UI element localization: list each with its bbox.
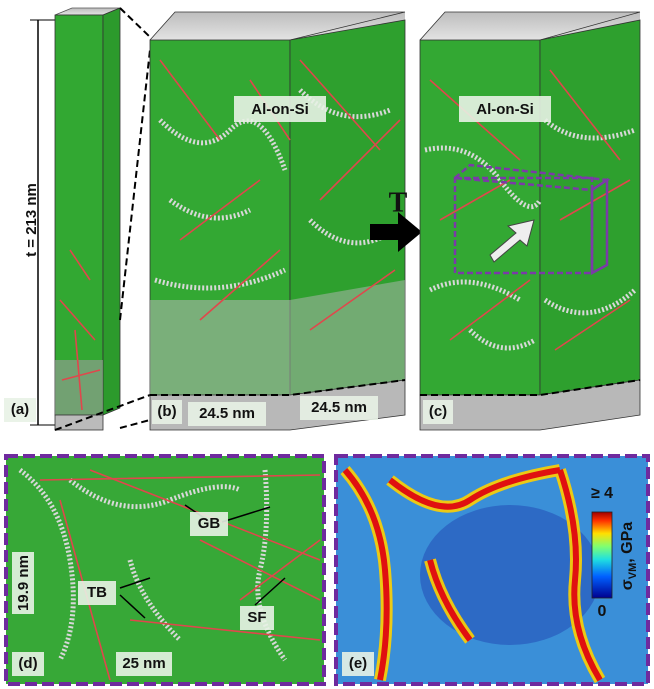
panel-label: (e) (349, 655, 367, 672)
gb-label: GB (198, 515, 221, 532)
panel-b: Al-on-Si (b) 24.5 nm 24.5 nm (150, 12, 405, 430)
figure: t = 213 nm (a) Al-on-Si (b) 24.5 nm 24.5… (0, 0, 654, 689)
colorbar-label: σVM, GPa (619, 522, 639, 590)
height-label: 19.9 nm (15, 555, 32, 611)
panel-a: t = 213 nm (a) (4, 8, 120, 430)
depth-label: 24.5 nm (311, 399, 367, 416)
tb-label: TB (87, 584, 107, 601)
colorbar-symbol: σ (619, 579, 636, 590)
sample-label: Al-on-Si (251, 101, 309, 118)
thickness-label: t = 213 nm (23, 183, 40, 257)
panel-e: ≥ 4 0 σVM, GPa (e) (336, 456, 648, 684)
panel-label: (c) (429, 403, 447, 420)
colorbar-max: ≥ 4 (591, 485, 613, 502)
width-label: 24.5 nm (199, 405, 255, 422)
width-label: 25 nm (122, 655, 165, 672)
panel-label: (a) (11, 401, 29, 418)
panel-label: (b) (157, 403, 176, 420)
panel-c: Al-on-Si (c) (420, 12, 640, 430)
panel-label: (d) (18, 655, 37, 672)
colorbar-unit: , GPa (619, 522, 636, 563)
colorbar-min: 0 (598, 603, 607, 620)
sf-label: SF (247, 609, 266, 626)
sample-label: Al-on-Si (476, 101, 534, 118)
colorbar-subscript: VM (627, 563, 639, 580)
panel-d: 19.9 nm 25 nm (d) GB TB SF (6, 456, 324, 684)
